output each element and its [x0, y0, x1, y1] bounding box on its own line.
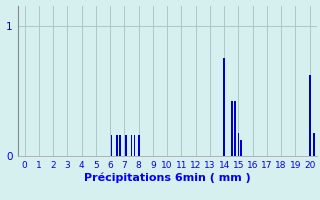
Bar — [313, 133, 315, 156]
Bar — [309, 75, 310, 156]
Bar — [231, 101, 233, 156]
Bar — [131, 135, 132, 156]
Bar — [237, 133, 239, 156]
Bar — [125, 135, 127, 156]
Bar — [119, 135, 121, 156]
Bar — [116, 135, 118, 156]
Bar — [223, 58, 225, 156]
X-axis label: Précipitations 6min ( mm ): Précipitations 6min ( mm ) — [84, 173, 251, 183]
Bar — [111, 135, 113, 156]
Bar — [138, 135, 140, 156]
Bar — [234, 101, 236, 156]
Bar — [133, 135, 135, 156]
Bar — [240, 140, 242, 156]
